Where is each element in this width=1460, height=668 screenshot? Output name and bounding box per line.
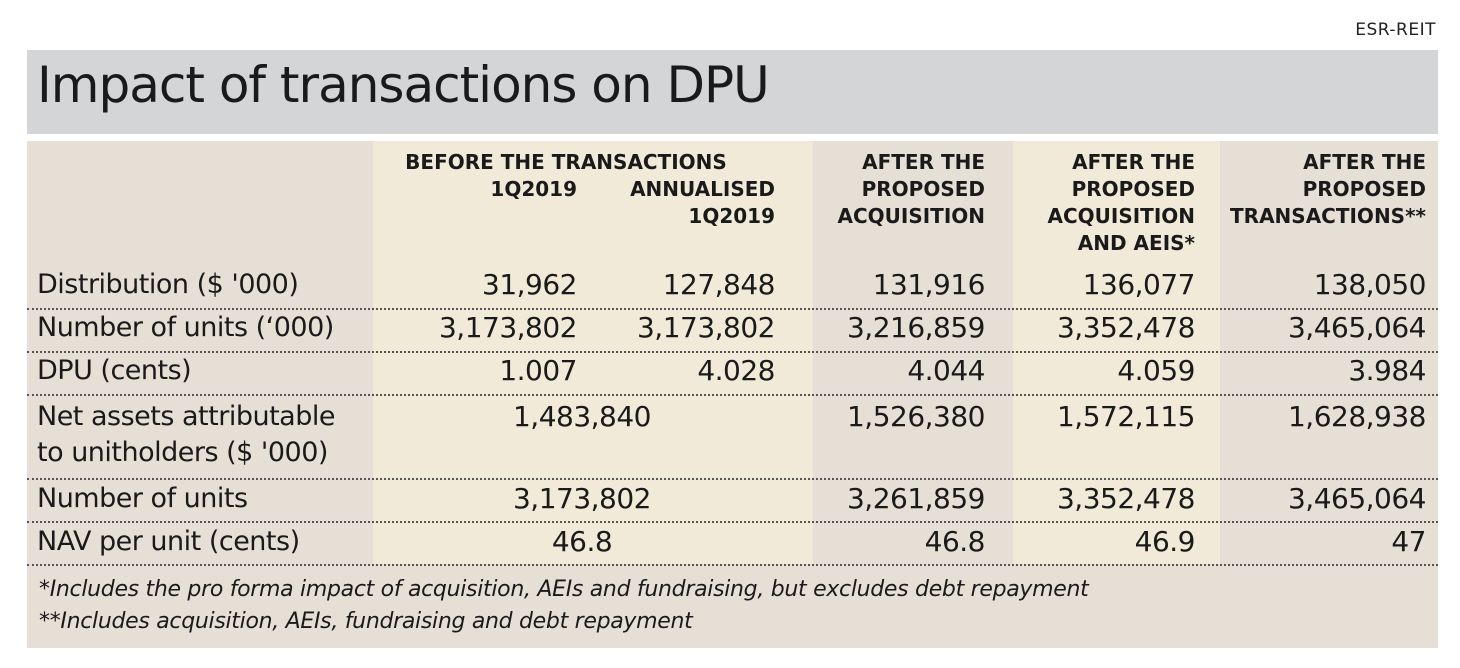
row-divider [27,308,1438,310]
cell-dpu-annualised: 4.028 [697,354,775,387]
header-annualised: ANNUALISED 1Q2019 [587,176,775,230]
cell-units-000-annualised: 3,173,802 [636,311,776,344]
footnote-1: *Includes the pro forma impact of acquis… [39,577,1089,602]
cell-distribution-1q2019: 31,962 [482,268,577,301]
header-acq-line2: PROPOSED [861,177,985,201]
cell-units-000-1q2019: 3,173,802 [438,311,578,344]
row-label-units: Number of units [37,483,248,514]
header-before-group: BEFORE THE TRANSACTIONS [373,149,813,176]
title-bar: Impact of transactions on DPU [27,50,1438,134]
header-aeis-line2: PROPOSED [1071,177,1195,201]
cell-nav-before: 46.8 [551,525,613,558]
row-label-units-000: Number of units (‘000) [37,312,334,343]
data-table: BEFORE THE TRANSACTIONS 1Q2019 ANNUALISE… [27,141,1438,648]
header-aeis-line3: ACQUISITION [1047,204,1195,228]
header-before-group-text: BEFORE THE TRANSACTIONS [405,150,727,174]
cell-nav-aeis: 46.9 [1134,525,1196,558]
cell-net-assets-aeis: 1,572,115 [1056,400,1196,433]
row-label-net-assets-line1: Net assets attributable [37,401,335,432]
header-trans-line3: TRANSACTIONS** [1230,204,1426,228]
row-divider [27,564,1438,566]
header-after-aeis: AFTER THE PROPOSED ACQUISITION AND AEIS* [1013,149,1195,257]
cell-net-assets-before: 1,483,840 [512,400,652,433]
cell-distribution-transactions: 138,050 [1313,268,1427,301]
header-aeis-line1: AFTER THE [1072,150,1195,174]
row-label-distribution: Distribution ($ '000) [37,269,299,300]
row-label-net-assets-line2: to unitholders ($ '000) [37,437,328,468]
header-trans-line1: AFTER THE [1303,150,1426,174]
row-divider [27,478,1438,480]
header-annualised-line2: 1Q2019 [688,204,775,228]
header-acq-line1: AFTER THE [862,150,985,174]
cell-nav-transactions: 47 [1391,525,1426,558]
cell-dpu-acquisition: 4.044 [907,354,985,387]
row-divider [27,521,1438,523]
header-annualised-line1: ANNUALISED [630,177,775,201]
cell-units-aeis: 3,352,478 [1056,482,1196,515]
row-label-nav: NAV per unit (cents) [37,526,300,557]
cell-net-assets-acquisition: 1,526,380 [846,400,986,433]
row-label-dpu: DPU (cents) [37,355,192,386]
row-divider [27,351,1438,353]
header-1q2019: 1Q2019 [490,177,577,201]
header-after-acquisition: AFTER THE PROPOSED ACQUISITION [813,149,985,230]
header-aeis-line4: AND AEIS* [1077,231,1195,255]
cell-distribution-aeis: 136,077 [1082,268,1196,301]
cell-units-000-transactions: 3,465,064 [1287,311,1427,344]
cell-units-transactions: 3,465,064 [1287,482,1427,515]
cell-units-000-aeis: 3,352,478 [1056,311,1196,344]
header-after-transactions: AFTER THE PROPOSED TRANSACTIONS** [1220,149,1426,230]
page-title: Impact of transactions on DPU [37,56,770,114]
cell-units-before: 3,173,802 [512,482,652,515]
footnote-2: **Includes acquisition, AEIs, fundraisin… [39,609,693,634]
cell-distribution-annualised: 127,848 [662,268,776,301]
cell-units-acquisition: 3,261,859 [846,482,986,515]
header-trans-line2: PROPOSED [1302,177,1426,201]
row-divider [27,394,1438,396]
cell-dpu-aeis: 4.059 [1117,354,1195,387]
cell-dpu-1q2019: 1.007 [499,354,577,387]
header-acq-line3: ACQUISITION [837,204,985,228]
cell-dpu-transactions: 3.984 [1348,354,1426,387]
source-label: ESR-REIT [1355,20,1436,40]
cell-nav-acquisition: 46.8 [924,525,986,558]
cell-net-assets-transactions: 1,628,938 [1287,400,1427,433]
cell-units-000-acquisition: 3,216,859 [846,311,986,344]
cell-distribution-acquisition: 131,916 [872,268,986,301]
